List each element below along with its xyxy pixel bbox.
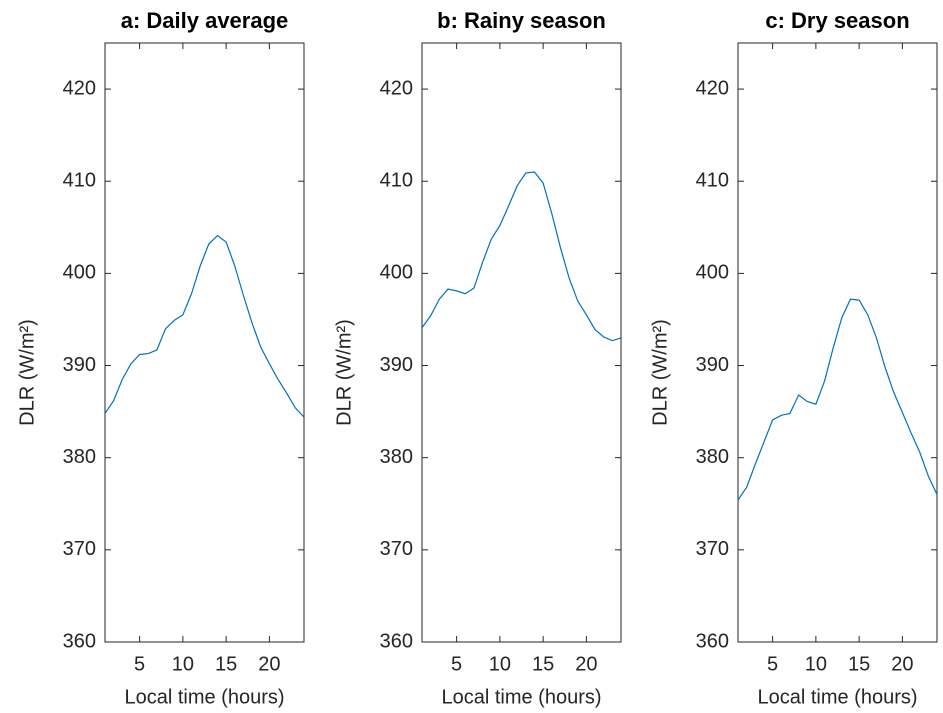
y-tick-label: 380 (63, 446, 96, 468)
y-tick-label: 370 (63, 538, 96, 560)
x-tick-label: 20 (575, 653, 597, 675)
y-tick-label: 400 (696, 262, 729, 284)
x-tick-label: 10 (805, 653, 827, 675)
x-tick-label: 5 (134, 653, 145, 675)
data-line (421, 171, 622, 342)
x-tick-label: 15 (848, 653, 870, 675)
y-tick-label: 380 (696, 446, 729, 468)
y-tick-label: 410 (63, 170, 96, 192)
x-tick-label: 15 (532, 653, 554, 675)
y-axis-label: DLR (W/m²) (16, 319, 38, 426)
y-tick-label: 410 (696, 170, 729, 192)
x-tick-label: 15 (215, 653, 237, 675)
y-tick-label: 420 (696, 77, 729, 99)
axes-box (421, 42, 622, 643)
x-tick-label: 20 (891, 653, 913, 675)
chart-title: a: Daily average (121, 8, 289, 33)
y-tick-label: 400 (380, 262, 413, 284)
chart-title: b: Rainy season (437, 8, 606, 33)
x-tick-label: 5 (767, 653, 778, 675)
data-line (737, 298, 938, 501)
y-tick-label: 400 (63, 262, 96, 284)
axes-box (104, 42, 305, 643)
y-tick-label: 390 (63, 354, 96, 376)
x-axis-label: Local time (hours) (441, 686, 601, 708)
y-tick-label: 370 (380, 538, 413, 560)
x-tick-label: 5 (451, 653, 462, 675)
x-axis-label: Local time (hours) (757, 686, 917, 708)
y-tick-label: 360 (380, 630, 413, 652)
y-axis-label: DLR (W/m²) (649, 319, 671, 426)
x-tick-label: 10 (489, 653, 511, 675)
x-tick-label: 10 (172, 653, 194, 675)
x-axis-label: Local time (hours) (124, 686, 284, 708)
y-tick-label: 390 (696, 354, 729, 376)
y-tick-label: 380 (380, 446, 413, 468)
y-tick-label: 360 (63, 630, 96, 652)
y-tick-label: 360 (696, 630, 729, 652)
data-line (104, 234, 305, 418)
y-tick-label: 370 (696, 538, 729, 560)
y-tick-label: 420 (380, 77, 413, 99)
y-tick-label: 420 (63, 77, 96, 99)
y-axis-label: DLR (W/m²) (333, 319, 355, 426)
x-tick-label: 20 (258, 653, 280, 675)
axes-box (737, 42, 938, 643)
y-tick-label: 390 (380, 354, 413, 376)
chart-title: c: Dry season (765, 8, 909, 33)
y-tick-label: 410 (380, 170, 413, 192)
